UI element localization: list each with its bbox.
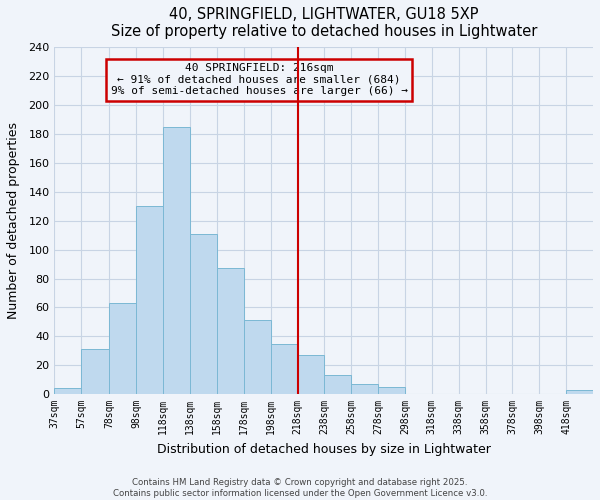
Bar bbox=[566, 390, 593, 394]
Bar bbox=[81, 350, 109, 394]
Bar bbox=[271, 344, 298, 394]
Bar bbox=[244, 320, 271, 394]
Bar bbox=[190, 234, 217, 394]
Title: 40, SPRINGFIELD, LIGHTWATER, GU18 5XP
Size of property relative to detached hous: 40, SPRINGFIELD, LIGHTWATER, GU18 5XP Si… bbox=[110, 7, 537, 40]
Bar bbox=[325, 376, 351, 394]
Y-axis label: Number of detached properties: Number of detached properties bbox=[7, 122, 20, 320]
Bar bbox=[298, 355, 325, 394]
Bar bbox=[55, 388, 81, 394]
Text: Contains HM Land Registry data © Crown copyright and database right 2025.
Contai: Contains HM Land Registry data © Crown c… bbox=[113, 478, 487, 498]
X-axis label: Distribution of detached houses by size in Lightwater: Distribution of detached houses by size … bbox=[157, 442, 491, 456]
Bar bbox=[378, 387, 405, 394]
Bar bbox=[109, 303, 136, 394]
Text: 40 SPRINGFIELD: 216sqm
← 91% of detached houses are smaller (684)
9% of semi-det: 40 SPRINGFIELD: 216sqm ← 91% of detached… bbox=[110, 63, 407, 96]
Bar bbox=[217, 268, 244, 394]
Bar bbox=[351, 384, 378, 394]
Bar bbox=[136, 206, 163, 394]
Bar bbox=[163, 127, 190, 394]
